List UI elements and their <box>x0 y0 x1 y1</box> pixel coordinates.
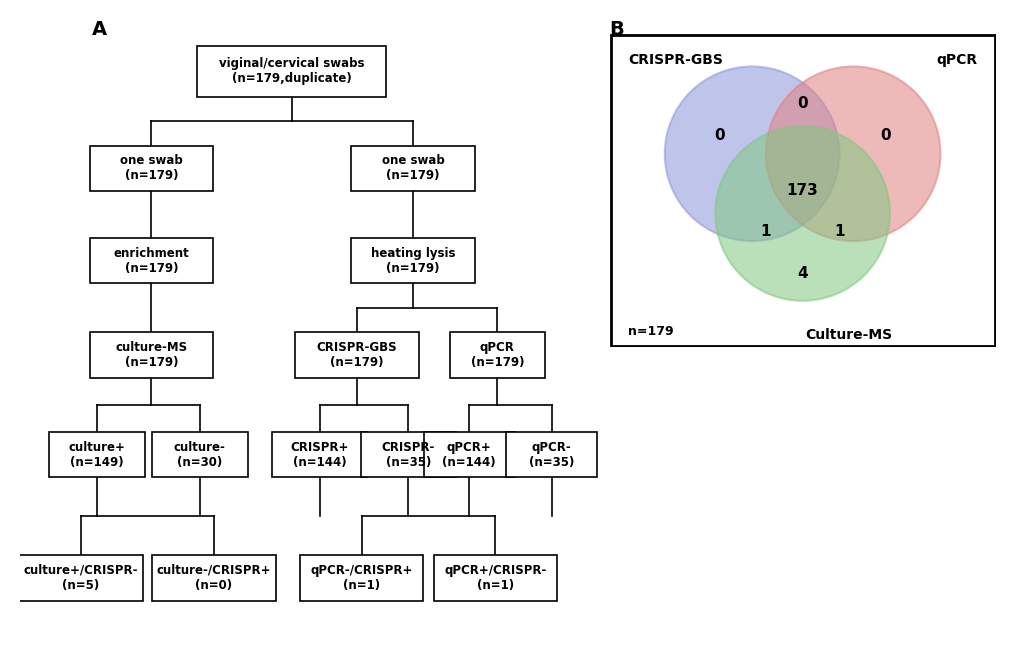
Text: heating lysis
(n=179): heating lysis (n=179) <box>371 246 455 275</box>
FancyBboxPatch shape <box>89 332 213 378</box>
FancyBboxPatch shape <box>19 555 143 600</box>
Text: 0: 0 <box>880 128 891 143</box>
Text: qPCR: qPCR <box>936 53 977 66</box>
FancyBboxPatch shape <box>152 432 248 478</box>
Text: qPCR
(n=179): qPCR (n=179) <box>470 341 524 369</box>
Text: one swab
(n=179): one swab (n=179) <box>382 154 445 183</box>
Text: qPCR+
(n=144): qPCR+ (n=144) <box>443 441 496 468</box>
Text: qPCR+/CRISPR-
(n=1): qPCR+/CRISPR- (n=1) <box>444 564 547 592</box>
Text: 173: 173 <box>786 183 819 198</box>
Text: 1: 1 <box>761 225 771 239</box>
Text: n=179: n=179 <box>628 325 674 338</box>
Text: culture+/CRISPR-
(n=5): culture+/CRISPR- (n=5) <box>23 564 138 592</box>
Text: 0: 0 <box>714 128 725 143</box>
FancyBboxPatch shape <box>434 555 557 600</box>
Text: 4: 4 <box>798 266 808 281</box>
Text: B: B <box>610 20 625 39</box>
Text: CRISPR-
(n=35): CRISPR- (n=35) <box>382 441 435 468</box>
Text: culture-/CRISPR+
(n=0): culture-/CRISPR+ (n=0) <box>156 564 271 592</box>
FancyBboxPatch shape <box>300 555 424 600</box>
Text: A: A <box>91 20 107 39</box>
Text: 1: 1 <box>834 225 844 239</box>
FancyBboxPatch shape <box>89 146 213 191</box>
FancyBboxPatch shape <box>611 35 995 346</box>
FancyBboxPatch shape <box>352 146 474 191</box>
Text: viginal/cervical swabs
(n=179,duplicate): viginal/cervical swabs (n=179,duplicate) <box>218 57 365 85</box>
Circle shape <box>715 126 890 301</box>
Text: qPCR-
(n=35): qPCR- (n=35) <box>529 441 574 468</box>
Text: CRISPR-GBS: CRISPR-GBS <box>628 53 722 66</box>
FancyBboxPatch shape <box>506 432 597 478</box>
Text: Culture-MS: Culture-MS <box>805 328 892 342</box>
Text: CRISPR+
(n=144): CRISPR+ (n=144) <box>291 441 348 468</box>
Text: culture-
(n=30): culture- (n=30) <box>174 441 226 468</box>
FancyBboxPatch shape <box>296 332 419 378</box>
FancyBboxPatch shape <box>450 332 545 378</box>
FancyBboxPatch shape <box>352 238 474 283</box>
FancyBboxPatch shape <box>424 432 515 478</box>
Text: enrichment
(n=179): enrichment (n=179) <box>114 246 189 275</box>
Circle shape <box>664 66 839 241</box>
Text: culture-MS
(n=179): culture-MS (n=179) <box>115 341 187 369</box>
Text: 0: 0 <box>798 96 808 110</box>
FancyBboxPatch shape <box>197 46 386 97</box>
FancyBboxPatch shape <box>272 432 368 478</box>
Text: CRISPR-GBS
(n=179): CRISPR-GBS (n=179) <box>317 341 397 369</box>
FancyBboxPatch shape <box>361 432 456 478</box>
FancyBboxPatch shape <box>89 238 213 283</box>
Circle shape <box>766 66 941 241</box>
FancyBboxPatch shape <box>152 555 275 600</box>
Text: qPCR-/CRISPR+
(n=1): qPCR-/CRISPR+ (n=1) <box>311 564 412 592</box>
FancyBboxPatch shape <box>50 432 144 478</box>
Text: one swab
(n=179): one swab (n=179) <box>120 154 183 183</box>
Text: culture+
(n=149): culture+ (n=149) <box>69 441 125 468</box>
